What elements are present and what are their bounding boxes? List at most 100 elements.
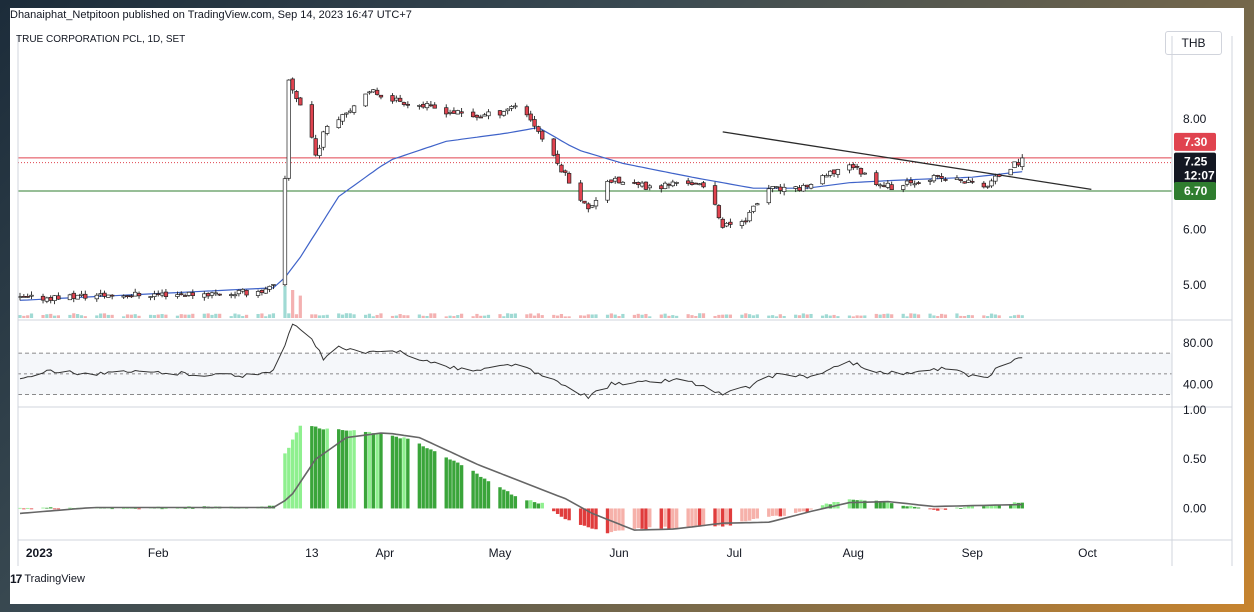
candle[interactable] bbox=[263, 286, 268, 294]
candle[interactable] bbox=[716, 204, 722, 220]
candle[interactable] bbox=[455, 109, 460, 115]
candle[interactable] bbox=[1020, 154, 1025, 171]
candle[interactable] bbox=[831, 169, 837, 177]
last-price-badge[interactable] bbox=[1174, 152, 1216, 185]
candle[interactable] bbox=[497, 110, 503, 119]
candle[interactable] bbox=[985, 185, 990, 189]
candle[interactable] bbox=[563, 169, 568, 176]
candle[interactable] bbox=[590, 205, 595, 209]
candle[interactable] bbox=[102, 290, 107, 299]
candle[interactable] bbox=[686, 177, 691, 186]
candle[interactable] bbox=[551, 138, 556, 157]
candle[interactable] bbox=[801, 183, 806, 192]
candle[interactable] bbox=[513, 102, 518, 110]
candle[interactable] bbox=[106, 294, 111, 298]
candle[interactable] bbox=[505, 108, 510, 115]
candle[interactable] bbox=[674, 181, 679, 187]
candle[interactable] bbox=[21, 294, 26, 298]
candle[interactable] bbox=[267, 285, 272, 293]
candle[interactable] bbox=[901, 184, 906, 193]
candle[interactable] bbox=[524, 104, 530, 118]
candle[interactable] bbox=[417, 104, 422, 110]
candle[interactable] bbox=[1008, 168, 1013, 176]
candle[interactable] bbox=[797, 184, 802, 192]
candle[interactable] bbox=[701, 180, 706, 189]
candle[interactable] bbox=[874, 170, 879, 187]
time-axis[interactable]: 2023 Feb 13 Apr May Jun Jul Aug Sep Oct bbox=[26, 546, 1098, 560]
candle[interactable] bbox=[56, 292, 61, 300]
candle[interactable] bbox=[743, 217, 748, 225]
candle[interactable] bbox=[290, 77, 295, 94]
candle[interactable] bbox=[935, 174, 940, 180]
candle[interactable] bbox=[421, 101, 426, 109]
candle[interactable] bbox=[110, 294, 115, 300]
candle[interactable] bbox=[751, 205, 756, 214]
candle[interactable] bbox=[528, 110, 533, 122]
candle[interactable] bbox=[847, 163, 852, 174]
candle[interactable] bbox=[540, 130, 545, 142]
candle[interactable] bbox=[428, 100, 434, 108]
candle[interactable] bbox=[862, 172, 867, 175]
candle[interactable] bbox=[509, 105, 514, 112]
candle[interactable] bbox=[689, 179, 695, 186]
candle[interactable] bbox=[133, 288, 138, 297]
candle[interactable] bbox=[83, 290, 88, 301]
candle[interactable] bbox=[881, 182, 887, 188]
candle[interactable] bbox=[229, 292, 234, 299]
candle[interactable] bbox=[639, 180, 645, 188]
candle[interactable] bbox=[240, 288, 245, 294]
candle[interactable] bbox=[1012, 161, 1017, 169]
candle[interactable] bbox=[532, 115, 537, 130]
candle[interactable] bbox=[632, 179, 637, 185]
candle[interactable] bbox=[593, 197, 599, 210]
candle[interactable] bbox=[566, 171, 572, 184]
candle[interactable] bbox=[286, 79, 291, 181]
candle[interactable] bbox=[993, 173, 998, 185]
candle[interactable] bbox=[878, 183, 883, 189]
candle[interactable] bbox=[582, 200, 587, 204]
candle[interactable] bbox=[536, 125, 541, 134]
candle[interactable] bbox=[298, 96, 303, 106]
rsi-pane[interactable] bbox=[18, 323, 1172, 400]
candle[interactable] bbox=[970, 178, 975, 184]
candle[interactable] bbox=[885, 180, 890, 190]
candle[interactable] bbox=[1016, 158, 1021, 168]
candle[interactable] bbox=[202, 291, 207, 301]
candle[interactable] bbox=[432, 102, 437, 109]
candle[interactable] bbox=[851, 162, 856, 171]
candle[interactable] bbox=[186, 291, 192, 297]
candle[interactable] bbox=[747, 210, 752, 223]
candle[interactable] bbox=[340, 113, 345, 125]
candle[interactable] bbox=[163, 288, 169, 300]
candle[interactable] bbox=[939, 173, 944, 183]
candle[interactable] bbox=[309, 101, 314, 139]
candle[interactable] bbox=[317, 144, 322, 159]
candle[interactable] bbox=[94, 293, 99, 302]
candle[interactable] bbox=[670, 179, 675, 188]
candle[interactable] bbox=[282, 175, 288, 287]
candle[interactable] bbox=[858, 167, 864, 177]
candle[interactable] bbox=[325, 124, 330, 136]
candle[interactable] bbox=[666, 182, 672, 189]
candle[interactable] bbox=[739, 219, 745, 229]
currency-button[interactable]: THB bbox=[1165, 31, 1222, 55]
candle[interactable] bbox=[390, 93, 395, 104]
candle[interactable] bbox=[908, 177, 914, 187]
candle[interactable] bbox=[52, 295, 57, 305]
candle[interactable] bbox=[209, 291, 215, 299]
candle[interactable] bbox=[40, 293, 46, 304]
candle[interactable] bbox=[828, 170, 833, 178]
candle[interactable] bbox=[720, 217, 725, 229]
candle[interactable] bbox=[943, 177, 948, 182]
candle[interactable] bbox=[474, 114, 480, 121]
candle[interactable] bbox=[916, 181, 921, 185]
price-pane[interactable] bbox=[17, 77, 1172, 318]
candle[interactable] bbox=[728, 218, 733, 229]
candle[interactable] bbox=[889, 181, 894, 191]
candle[interactable] bbox=[981, 181, 986, 189]
candle[interactable] bbox=[724, 222, 729, 228]
candle[interactable] bbox=[778, 184, 783, 195]
candle[interactable] bbox=[854, 163, 860, 170]
candle[interactable] bbox=[206, 292, 211, 299]
